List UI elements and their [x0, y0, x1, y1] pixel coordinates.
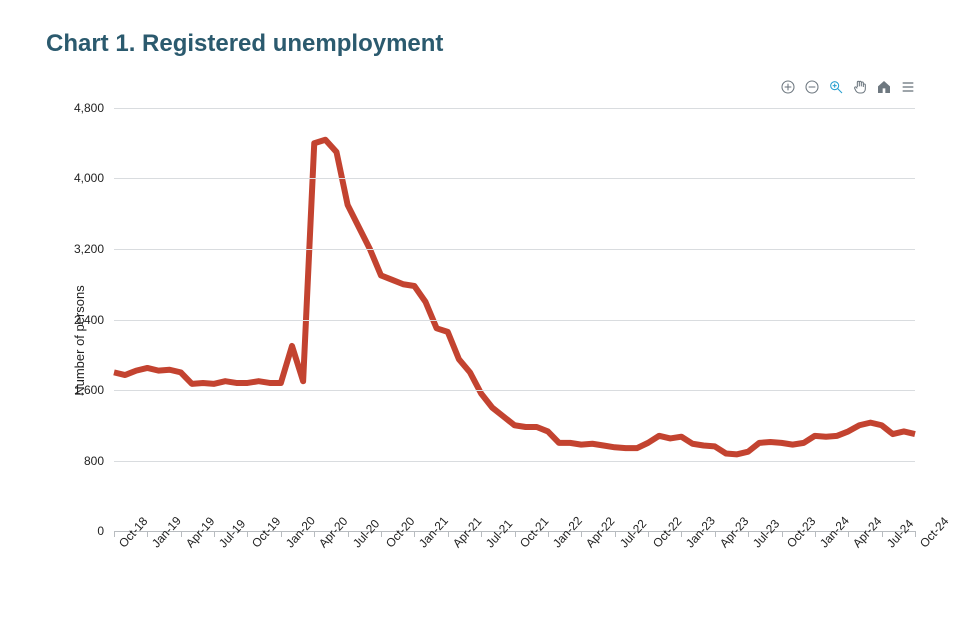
x-tick	[815, 531, 816, 537]
gridline	[114, 108, 915, 109]
x-tick	[882, 531, 883, 537]
x-tick	[681, 531, 682, 537]
x-tick	[114, 531, 115, 537]
y-tick-label: 4,800	[74, 101, 114, 115]
x-tick	[348, 531, 349, 537]
x-tick	[314, 531, 315, 537]
x-tick	[381, 531, 382, 537]
x-tick	[848, 531, 849, 537]
gridline	[114, 461, 915, 462]
x-tick	[181, 531, 182, 537]
gridline	[114, 249, 915, 250]
series-line	[114, 140, 915, 455]
x-tick	[448, 531, 449, 537]
x-tick	[281, 531, 282, 537]
y-tick-label: 2,400	[74, 313, 114, 327]
y-tick-label: 800	[84, 454, 114, 468]
x-tick	[247, 531, 248, 537]
x-tick	[581, 531, 582, 537]
y-tick-label: 1,600	[74, 383, 114, 397]
gridline	[114, 320, 915, 321]
menu-icon[interactable]	[899, 78, 917, 96]
gridline	[114, 390, 915, 391]
x-tick	[147, 531, 148, 537]
chart-toolbar	[30, 78, 923, 96]
x-tick	[748, 531, 749, 537]
x-tick	[515, 531, 516, 537]
zoom-out-icon[interactable]	[803, 78, 821, 96]
x-tick	[915, 531, 916, 537]
panning-icon[interactable]	[851, 78, 869, 96]
x-tick	[782, 531, 783, 537]
gridline	[114, 178, 915, 179]
chart-title: Chart 1. Registered unemployment	[46, 30, 923, 58]
plot-area[interactable]: 08001,6002,4003,2004,0004,800Oct-18Jan-1…	[114, 108, 915, 532]
x-tick	[715, 531, 716, 537]
x-tick	[615, 531, 616, 537]
x-tick	[214, 531, 215, 537]
x-tick	[414, 531, 415, 537]
selection-zoom-icon[interactable]	[827, 78, 845, 96]
y-axis-title: Number of persons	[72, 285, 87, 396]
y-tick-label: 4,000	[74, 171, 114, 185]
x-tick	[648, 531, 649, 537]
x-tick	[481, 531, 482, 537]
home-icon[interactable]	[875, 78, 893, 96]
zoom-in-icon[interactable]	[779, 78, 797, 96]
y-tick-label: 0	[97, 524, 114, 538]
plot-wrap: Number of persons 08001,6002,4003,2004,0…	[30, 100, 923, 620]
y-tick-label: 3,200	[74, 242, 114, 256]
x-tick	[548, 531, 549, 537]
x-tick-label: Oct-24	[917, 514, 952, 550]
